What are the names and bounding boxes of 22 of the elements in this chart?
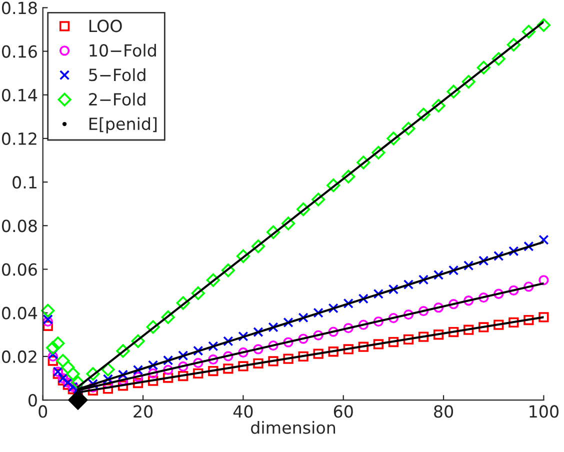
y-tick-label: 0.14: [2, 88, 38, 102]
y-tick-label: 0.1: [12, 176, 36, 189]
y-tick-label: 0.16: [2, 45, 37, 58]
y-tick-label: 0.02: [2, 350, 36, 363]
x-tick-label: 0: [38, 405, 48, 418]
legend-label: LOO: [90, 20, 122, 32]
x-tick-label: 100: [530, 405, 558, 418]
y-tick-label: 0.12: [2, 132, 36, 146]
y-tick-label: 0: [28, 394, 37, 407]
y-tick-label: 0.04: [2, 306, 38, 320]
x-axis-title: dimension: [251, 421, 336, 434]
y-tick-label: 0.18: [2, 2, 37, 14]
legend-label: 5−Fold: [89, 68, 146, 82]
y-tick-label: 0.08: [2, 220, 37, 232]
legend-label: E[penid]: [90, 117, 157, 134]
x-tick-label: 40: [233, 405, 253, 418]
x-tick-label: 20: [134, 405, 153, 418]
legend-label: 2−Fold: [89, 92, 146, 106]
y-tick-label: 0.06: [2, 263, 37, 276]
x-tick-label: 60: [334, 405, 353, 418]
legend-label: 10−Fold: [90, 44, 156, 57]
x-tick-label: 80: [434, 405, 454, 418]
